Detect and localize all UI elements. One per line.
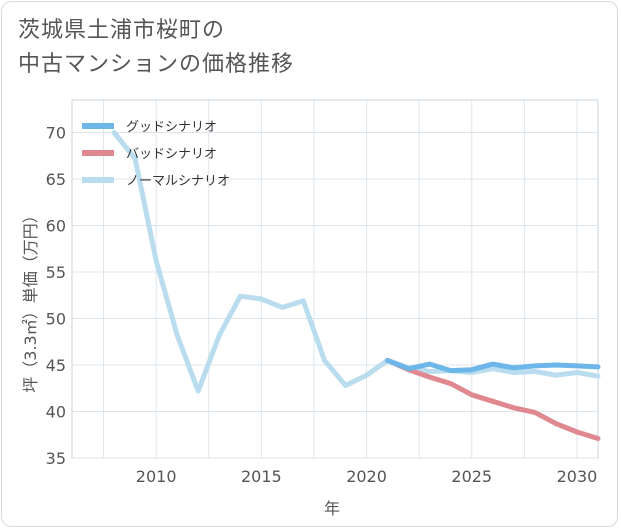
x-tick-label: 2025 bbox=[451, 467, 492, 486]
series-line-2 bbox=[385, 357, 601, 441]
series-line-1 bbox=[385, 357, 601, 374]
x-tick-label: 2015 bbox=[241, 467, 282, 486]
series-layer bbox=[111, 130, 601, 441]
y-tick-label: 70 bbox=[46, 124, 66, 143]
legend-label: バッドシナリオ bbox=[126, 147, 217, 162]
legend-label: グッドシナリオ bbox=[126, 120, 217, 135]
title-line-2: 中古マンションの価格推移 bbox=[18, 52, 295, 77]
y-tick-label: 35 bbox=[46, 449, 66, 468]
y-tick-label: 45 bbox=[46, 356, 66, 375]
y-tick-label: 50 bbox=[46, 310, 66, 329]
x-tick-label: 2030 bbox=[557, 467, 598, 486]
y-tick-label: 60 bbox=[46, 217, 66, 236]
x-tick-label: 2020 bbox=[346, 467, 387, 486]
legend-label: ノーマルシナリオ bbox=[126, 174, 230, 189]
y-tick-label: 65 bbox=[46, 170, 66, 189]
x-axis-title: 年 bbox=[324, 499, 340, 518]
y-tick-label: 55 bbox=[46, 263, 66, 282]
y-tick-label: 40 bbox=[46, 403, 66, 422]
title-line-1: 茨城県土浦市桜町の bbox=[18, 18, 226, 43]
tick-labels: 2010 2015 2020 2025 2030 35 40 45 50 55 60 65 70 bbox=[46, 124, 598, 486]
y-axis-title: 坪（3.3㎡）単価（万円） bbox=[21, 207, 40, 392]
series-line-3 bbox=[111, 130, 601, 394]
x-tick-label: 2010 bbox=[136, 467, 177, 486]
chart-title: 茨城県土浦市桜町の 中古マンションの価格推移 bbox=[18, 14, 294, 82]
